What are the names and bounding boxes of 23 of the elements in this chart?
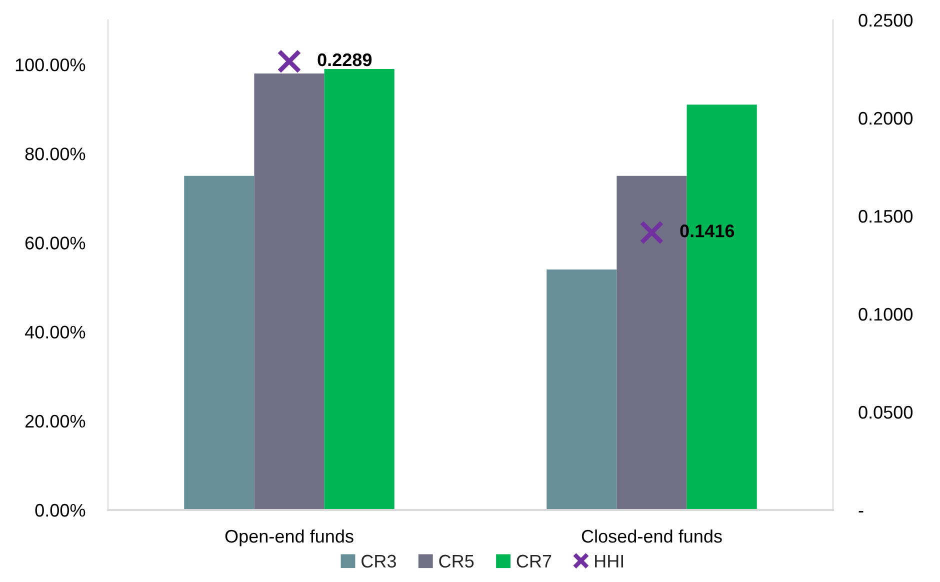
y-tick-label: 60.00% [25, 236, 86, 250]
legend-label: CR3 [362, 554, 396, 568]
y2-tick-label: 0.2500 [858, 14, 913, 27]
bar [184, 176, 254, 510]
legend-label: CR5 [439, 554, 474, 568]
y2-tick-label: - [858, 511, 864, 512]
y-tick-label: 20.00% [25, 414, 86, 428]
x-tick-label: Closed-end funds [582, 529, 722, 543]
y-tick-label: 40.00% [24, 326, 86, 339]
legend-label: HHI [595, 555, 624, 568]
bar [546, 269, 617, 510]
data-label: 0.2289 [318, 53, 372, 66]
y2-tick-label: 0.0500 [858, 406, 913, 419]
x-tick-label: Open-end funds [225, 529, 354, 546]
y2-tick-label: 0.1500 [858, 210, 913, 223]
y2-tick-label: 0.2000 [858, 112, 913, 125]
bar [254, 73, 324, 510]
y-tick-label: 100.00% [16, 58, 86, 72]
legend-label: CR7 [516, 554, 552, 568]
y-tick-label: 0.00% [35, 504, 86, 517]
y-tick-label: 80.00% [25, 148, 86, 160]
y2-tick-label: 0.1000 [858, 308, 913, 321]
bar [324, 69, 394, 510]
